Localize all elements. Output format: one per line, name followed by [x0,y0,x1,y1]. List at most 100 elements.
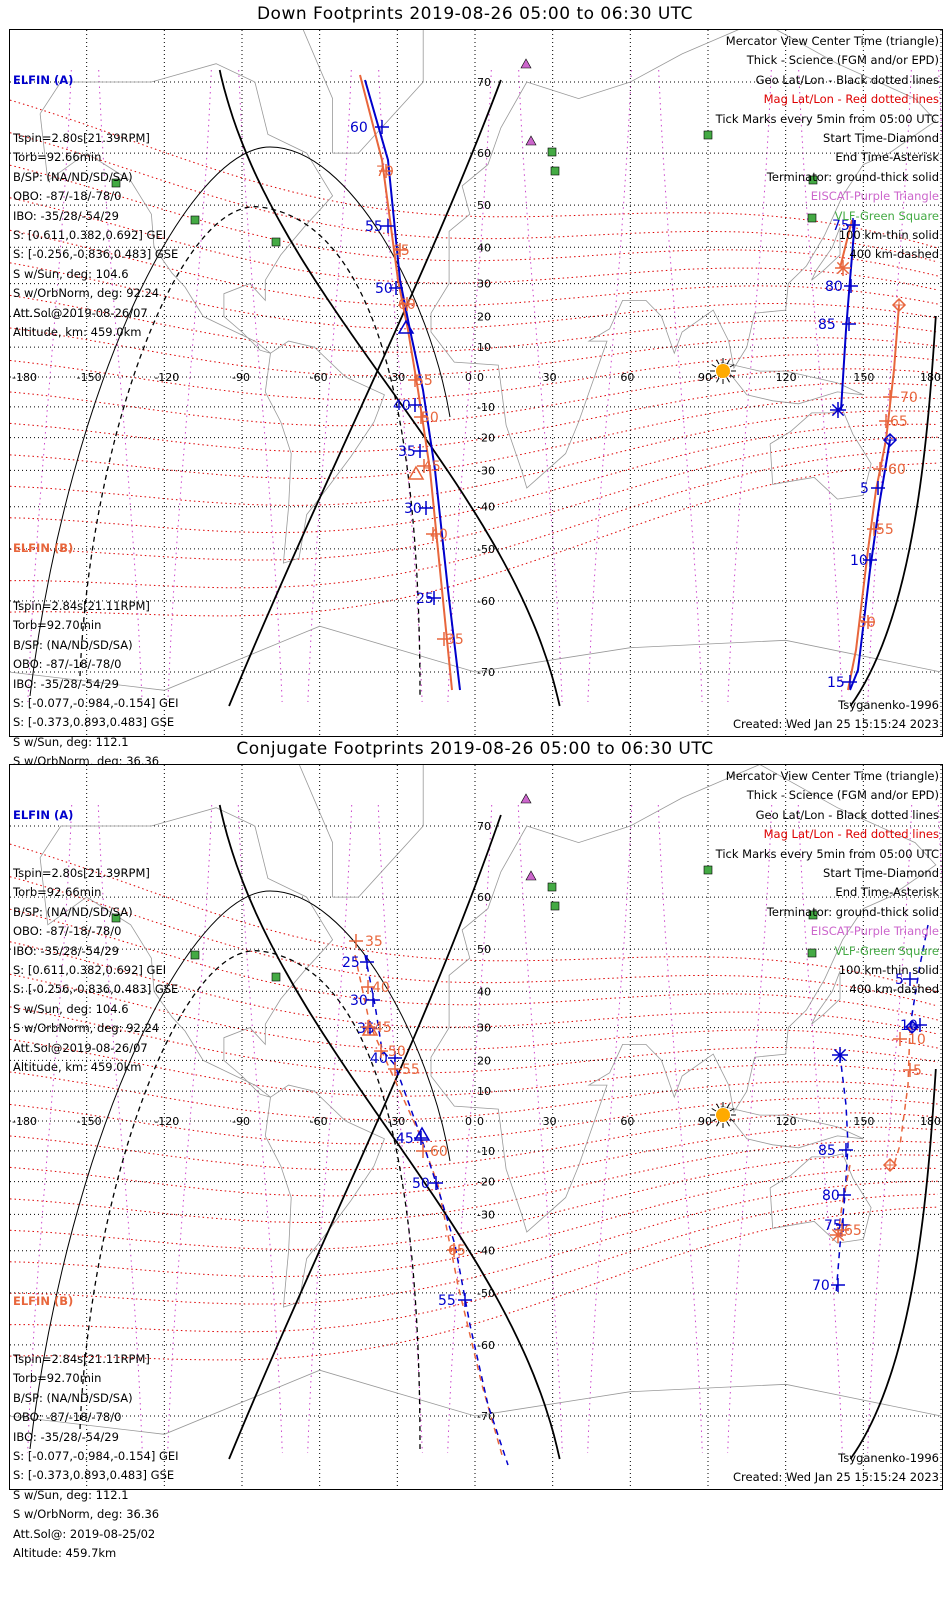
elfin-b-line: Tspin=2.84s[21.11RPM] [13,599,150,614]
lon-label: -180 [12,1115,37,1128]
mag-lon-line [307,804,353,1454]
mag-lon-line [307,69,352,703]
mag-lon-line [938,69,942,145]
vlf-square [547,147,557,157]
elfin-b-line: S: [-0.373,0.893,0.483] GSE [13,1468,175,1483]
vlf-square [271,237,281,247]
elfin-b-track [354,954,503,1456]
elfin-b-info: ELFIN (B) Tspin=2.84s[21.11RPM] Torb=92.7… [13,1253,179,1602]
lon-label: 120 [776,371,797,384]
elfin-a-track [849,439,891,691]
elfin-b-tick-label: 10 [908,1032,926,1048]
elfin-a-tick-label: 80 [825,279,843,295]
elfin-b-tick-label: 60 [888,462,906,478]
elfin-a-tick-label: 50 [412,1176,430,1192]
elfin-b-tick-label: 50 [858,615,876,631]
legend-item: Geo Lat/Lon - Black dotted lines [755,807,939,822]
lat-label: -50 [477,1287,495,1300]
elfin-a-lines: Tspin=2.80s[21.39RPM] Torb=92.66min B/SP: … [13,129,178,342]
elfin-a-tick-label: 45 [396,1131,414,1147]
legend: Mercator View Center Time (triangle) Thic… [716,32,939,265]
elfin-b-tick-label: 60 [430,1144,448,1160]
elfin-b-line: B/SP: (NA/ND/SD/SA) [13,1390,133,1405]
mag-lat-line [10,1006,939,1074]
coastline [811,227,841,281]
mag-lat-line [10,1206,939,1361]
legend-item: Tick Marks every 5min from 05:00 UTC [715,111,939,126]
elfin-a-tick-label: 40 [393,398,411,414]
lon-label: 90 [698,371,712,384]
elfin-a-tick-label: 15 [827,675,845,691]
legend-item: Mercator View Center Time (triangle) [725,34,939,48]
elfin-b-line: IBO: -35/28/-54/29 [13,1429,119,1444]
legend-item: Mercator View Center Time (triangle) [725,769,939,783]
elfin-a-line: S: [-0.256,-0.836,0.483] GSE [13,247,179,262]
elfin-b-line: S w/OrbNorm, deg: 36.36 [13,1507,160,1522]
lat-label: -10 [477,1145,495,1158]
mag-lon-line [447,804,493,1454]
mag-lon-line [727,69,772,703]
terminator-line [218,69,561,707]
lon-label: 30 [543,371,557,384]
mag-lon-line [97,804,143,1454]
elfin-a-tick-label: 50 [375,281,393,297]
elfin-b-header: ELFIN (B) [13,1293,74,1308]
elfin-b-track [359,74,453,691]
coastline [769,1153,872,1244]
elfin-a-tick-label: 25 [342,955,360,971]
elfin-a-tick-label: 30 [350,993,368,1009]
elfin-a-line: S w/OrbNorm, deg: 92.24 [13,286,160,301]
elfin-a-info: ELFIN (A) Tspin=2.80s[21.39RPM] Torb=92.6… [13,32,178,381]
mag-lon-line [237,804,283,1454]
elfin-b-tick-label: 70 [900,390,918,406]
lat-label: 20 [477,1054,491,1067]
footprint-100km-line [29,146,451,697]
lat-label: 50 [477,199,491,212]
lat-label: 0 [477,371,484,384]
sun-icon [716,1108,730,1122]
legend-item: Tick Marks every 5min from 05:00 UTC [715,846,939,861]
lat-label: -50 [477,543,495,556]
elfin-a-track [835,1054,849,1296]
elfin-a-track [364,79,461,691]
mag-lon-line [587,69,632,703]
lon-label: -90 [232,1115,250,1128]
mag-lon-line [657,804,703,1454]
map-canvas-down: 706050403020100-10-20-30-40-50-60-70-180… [10,30,942,736]
elfin-a-tick-label: 85 [818,317,836,333]
mag-lat-line [10,132,939,263]
lat-label: 60 [477,891,491,904]
elfin-a-track [364,954,509,1466]
elfin-b-tick-label: 65 [890,414,908,430]
elfin-b-tick-label: 70 [376,164,394,180]
vlf-square [550,901,560,911]
map-layer: 706050403020100-10-20-30-40-50-60-70-180… [10,30,942,736]
elfin-a-tick-label: 85 [818,1143,836,1159]
sun-ray [716,359,720,365]
mag-lat-line [10,1038,939,1097]
elfin-a-line: B/SP: (NA/ND/SD/SA) [13,904,133,919]
elfin-b-tick-label: 45 [374,1020,392,1036]
coastline [10,625,942,691]
vlf-square [190,215,200,225]
legend-item: End Time-Asterisk [835,885,939,900]
end-asterisk-icon [836,261,850,275]
lon-label: -120 [154,1115,179,1128]
mag-lat-line [10,1071,939,1121]
elfin-a-line: S w/Sun, deg: 104.6 [13,1001,129,1016]
legend-item: VLF-Green Square [834,208,939,223]
map-layer: 706050403020100-10-20-30-40-50-60-70-180… [10,765,942,1489]
coastline [299,765,424,898]
legend-item: EISCAT-Purple Triangle [810,924,939,939]
elfin-b-tick-label: 55 [415,373,433,389]
mag-lat-line [10,462,939,617]
legend-item: EISCAT-Purple Triangle [810,189,939,204]
mag-lat-line [10,353,939,401]
elfin-a-line: IBO: -35/28/-54/29 [13,208,119,223]
elfin-b-tick-label: 65 [392,243,410,259]
elfin-b-track [839,219,853,269]
lon-label: -150 [77,1115,102,1128]
end-asterisk-icon [831,403,845,417]
lat-label: -40 [477,1245,495,1258]
elfin-b-line: Torb=92.70min [13,618,102,633]
